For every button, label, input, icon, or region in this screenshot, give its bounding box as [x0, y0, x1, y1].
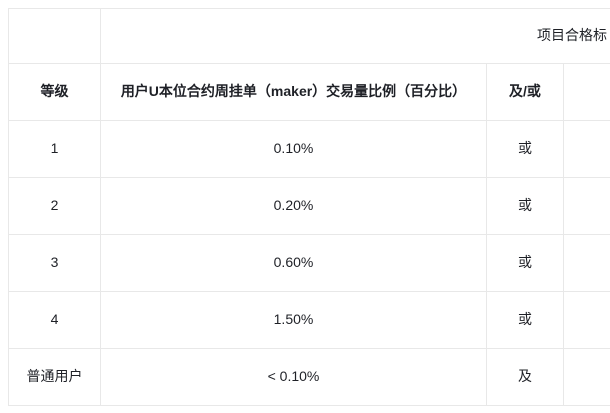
maker-ratio-cell: 0.10% — [100, 120, 487, 178]
level-cell: 2 — [8, 177, 101, 235]
column-header-level: 等级 — [8, 63, 101, 121]
and-or-cell: 或 — [486, 291, 564, 349]
empty-cell — [562, 234, 610, 292]
table-group-header-row: 项目合格标 — [8, 8, 610, 64]
table-column-header-row: 等级 用户U本位合约周挂单（maker）交易量比例（百分比） 及/或 用户 — [8, 63, 610, 121]
and-or-cell: 及 — [486, 348, 564, 406]
level-cell: 1 — [8, 120, 101, 178]
column-header-next-clipped: 用户 — [562, 63, 610, 121]
fee-tier-table: 项目合格标 等级 用户U本位合约周挂单（maker）交易量比例（百分比） 及/或… — [8, 8, 610, 406]
group-header-cell: 项目合格标 — [99, 8, 610, 64]
and-or-cell: 或 — [486, 177, 564, 235]
level-cell: 4 — [8, 291, 101, 349]
empty-cell — [562, 120, 610, 178]
column-header-maker-ratio: 用户U本位合约周挂单（maker）交易量比例（百分比） — [100, 63, 487, 121]
empty-cell — [562, 348, 610, 406]
table-row: 普通用户 < 0.10% 及 — [8, 348, 610, 406]
corner-empty-cell — [8, 8, 101, 64]
maker-ratio-cell: 0.20% — [100, 177, 487, 235]
table-row: 2 0.20% 或 — [8, 177, 610, 235]
maker-ratio-cell: 0.60% — [100, 234, 487, 292]
empty-cell — [562, 291, 610, 349]
table-row: 1 0.10% 或 — [8, 120, 610, 178]
empty-cell — [562, 177, 610, 235]
and-or-cell: 或 — [486, 234, 564, 292]
column-header-and-or: 及/或 — [486, 63, 564, 121]
table-row: 4 1.50% 或 — [8, 291, 610, 349]
maker-ratio-cell: < 0.10% — [100, 348, 487, 406]
level-cell: 普通用户 — [8, 348, 101, 406]
maker-ratio-cell: 1.50% — [100, 291, 487, 349]
and-or-cell: 或 — [486, 120, 564, 178]
level-cell: 3 — [8, 234, 101, 292]
table-row: 3 0.60% 或 — [8, 234, 610, 292]
